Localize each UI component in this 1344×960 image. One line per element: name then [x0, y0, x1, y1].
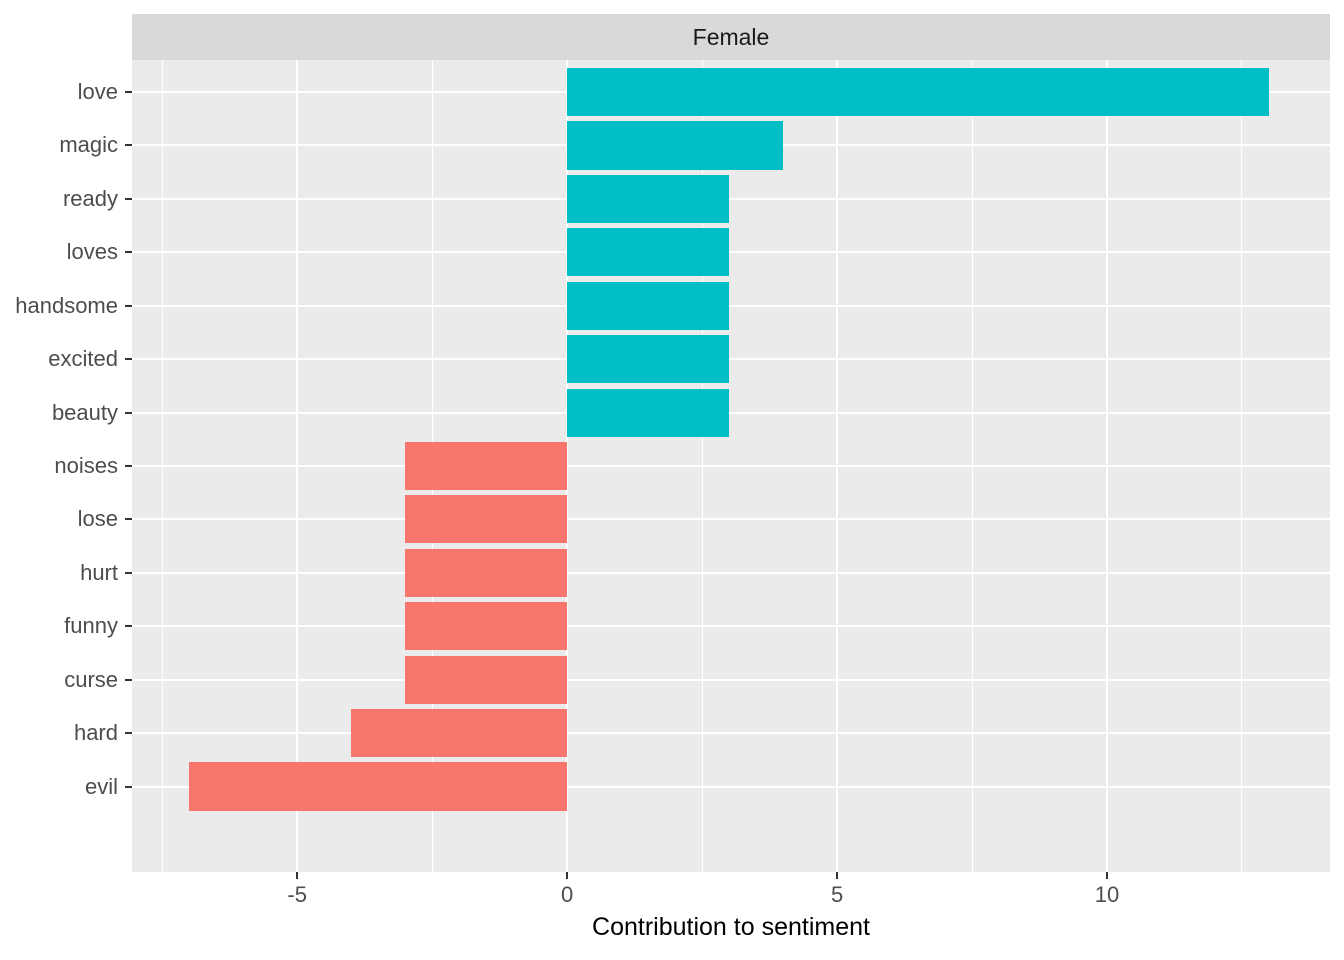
row-gridline — [132, 358, 1330, 361]
x-axis-tick-label: 0 — [561, 882, 574, 907]
y-axis-tick — [125, 304, 132, 307]
x-axis-tick-label: -5 — [287, 882, 307, 907]
y-axis-tick — [125, 678, 132, 681]
x-axis-tick-label: 5 — [830, 882, 844, 907]
y-axis-tick — [125, 197, 132, 200]
y-axis-label: funny — [64, 613, 118, 639]
y-axis-label: evil — [84, 773, 118, 799]
bar-curse — [405, 655, 568, 704]
y-axis-label: beauty — [51, 399, 118, 425]
bar-love — [567, 68, 1269, 117]
bar-hard — [351, 709, 568, 758]
y-axis-label: noises — [54, 453, 118, 478]
y-axis-tick — [125, 251, 132, 254]
y-axis-label: lose — [77, 506, 118, 532]
y-axis-tick — [125, 411, 132, 414]
y-axis-label: magic — [59, 132, 118, 158]
row-gridline — [132, 625, 1330, 628]
y-axis-label: hurt — [80, 559, 118, 585]
y-axis-tick — [125, 785, 132, 788]
y-axis-label: love — [77, 79, 118, 105]
row-gridline — [132, 518, 1330, 521]
grid-line-major — [1106, 60, 1109, 872]
facet-strip: Female — [132, 14, 1330, 60]
row-gridline — [132, 732, 1330, 735]
bar-evil — [189, 762, 568, 811]
plot-panel — [132, 60, 1330, 872]
row-gridline — [132, 411, 1330, 414]
row-gridline — [132, 678, 1330, 681]
bar-hurt — [405, 548, 568, 597]
grid-line-major — [566, 60, 569, 872]
y-axis-tick — [125, 518, 132, 521]
bar-ready — [567, 174, 730, 223]
y-axis-label: excited — [48, 346, 118, 372]
bar-funny — [405, 602, 568, 651]
y-axis-tick — [125, 144, 132, 147]
y-axis-tick — [125, 732, 132, 735]
y-axis-label: curse — [64, 666, 118, 692]
grid-line-minor — [1241, 60, 1243, 872]
grid-line-minor — [701, 60, 703, 872]
grid-line-minor — [971, 60, 973, 872]
y-axis-label: hard — [73, 720, 118, 746]
grid-line-major — [296, 60, 299, 872]
facet-strip-label: Female — [692, 23, 770, 50]
row-gridline — [132, 251, 1330, 254]
bar-lose — [405, 495, 568, 544]
x-axis-tick — [566, 872, 569, 879]
y-axis-tick — [125, 625, 132, 628]
y-axis-label: loves — [66, 239, 118, 265]
row-gridline — [132, 465, 1330, 467]
x-axis-tick — [296, 872, 299, 879]
bar-handsome — [567, 281, 730, 330]
row-gridline — [132, 571, 1330, 574]
y-axis-label: handsome — [15, 292, 118, 318]
y-axis-tick — [125, 571, 132, 574]
bar-beauty — [567, 388, 730, 437]
y-axis-tick — [125, 91, 132, 94]
grid-line-minor — [161, 60, 163, 872]
row-gridline — [132, 785, 1330, 788]
x-axis-tick — [1106, 872, 1109, 879]
y-axis-label: ready — [62, 185, 118, 211]
x-axis-tick — [836, 872, 839, 879]
row-gridline — [132, 304, 1330, 307]
y-axis-tick — [125, 465, 132, 467]
grid-line-major — [836, 60, 839, 872]
x-axis-title: Contribution to sentiment — [592, 913, 870, 941]
x-axis-tick-label: 10 — [1094, 882, 1120, 907]
bar-loves — [567, 228, 730, 277]
row-gridline — [132, 197, 1330, 200]
bar-noises — [405, 441, 568, 491]
bar-magic — [567, 121, 784, 170]
y-axis-tick — [125, 358, 132, 361]
bar-excited — [567, 335, 730, 384]
